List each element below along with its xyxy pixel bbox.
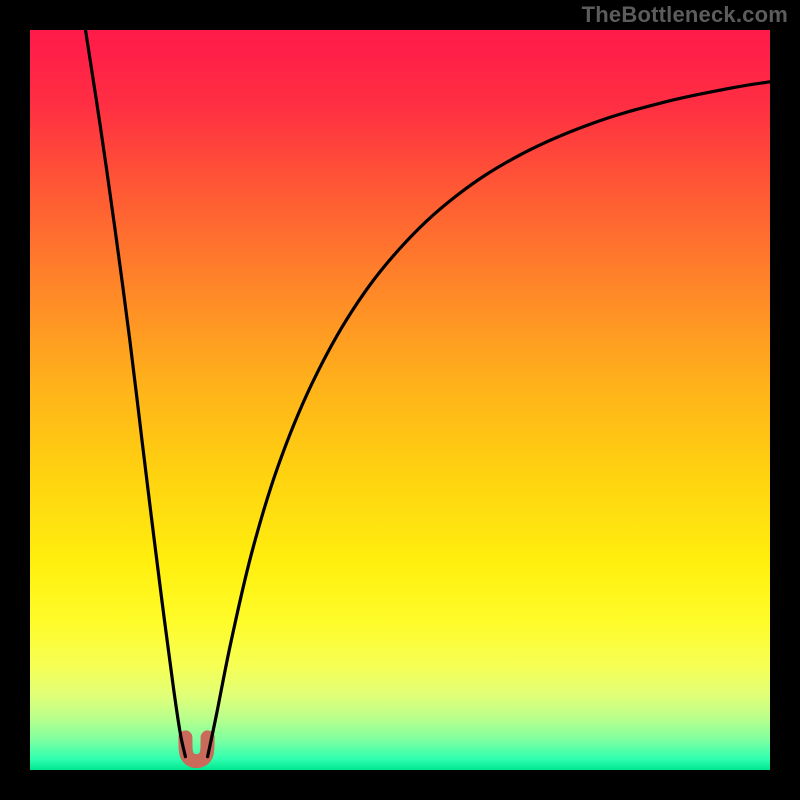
plot-area: [30, 30, 770, 770]
gradient-background: [30, 30, 770, 770]
watermark-text: TheBottleneck.com: [582, 2, 788, 28]
chart-svg: [30, 30, 770, 770]
chart-container: TheBottleneck.com: [0, 0, 800, 800]
